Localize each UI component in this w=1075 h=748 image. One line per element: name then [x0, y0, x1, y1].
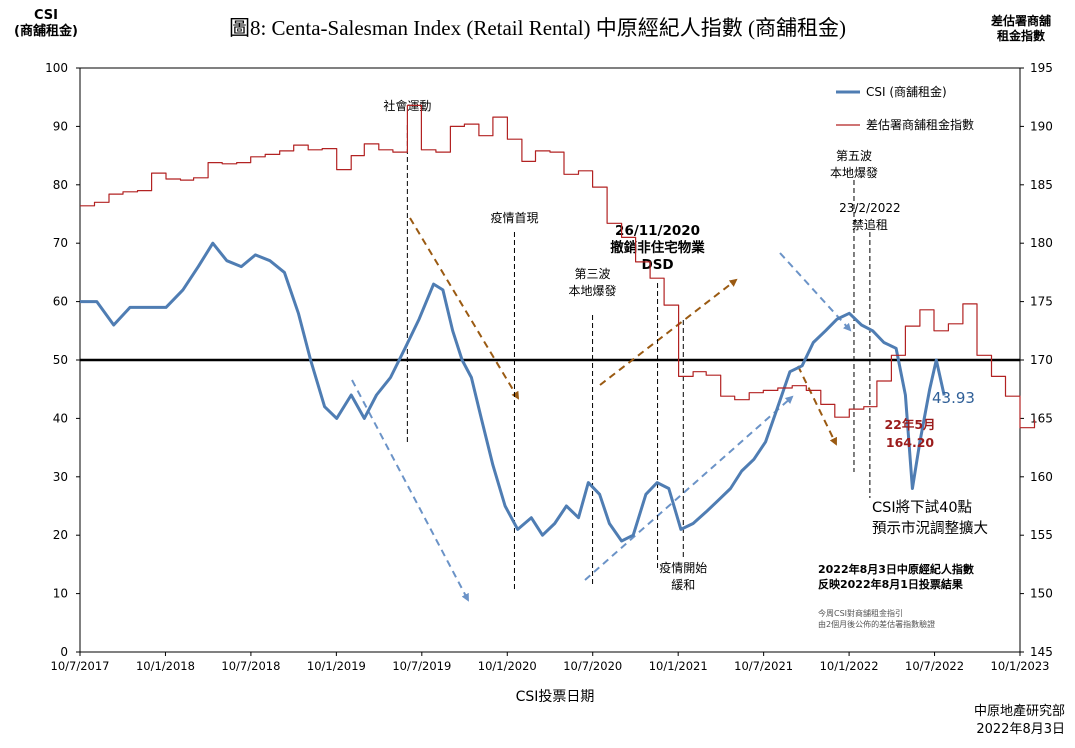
right-y-tick-label: 190 [1030, 119, 1053, 133]
event-label: 疫情開始 [659, 560, 707, 575]
left-y-tick-label: 10 [53, 587, 68, 601]
left-y-tick-label: 40 [53, 411, 68, 425]
left-y-tick-label: 50 [53, 353, 68, 367]
event-label: 緩和 [671, 578, 695, 592]
right-axis-header-line2: 租金指數 [996, 29, 1045, 43]
right-axis-header-line1: 差估署商舖 [990, 14, 1051, 28]
event-label: DSD [641, 257, 673, 273]
survey-date-note: 2022年8月3日中原經紀人指數 [818, 562, 974, 576]
chart-title: 圖8: Centa-Salesman Index (Retail Rental)… [228, 16, 847, 40]
right-y-tick-label: 160 [1030, 470, 1053, 484]
x-tick-label: 10/7/2020 [563, 659, 622, 673]
left-y-tick-label: 20 [53, 528, 68, 542]
x-tick-label: 10/1/2018 [136, 659, 195, 673]
left-axis-header-line2: (商舖租金) [14, 24, 78, 39]
trend-arrow [797, 365, 837, 446]
right-y-tick-label: 175 [1030, 295, 1053, 309]
event-label: 第五波 [836, 149, 872, 163]
rvd-latest-value: 164.20 [886, 435, 935, 450]
x-tick-label: 10/1/2019 [307, 659, 366, 673]
x-tick-label: 10/7/2017 [51, 659, 110, 673]
right-y-tick-label: 155 [1030, 528, 1053, 542]
left-y-tick-label: 30 [53, 470, 68, 484]
trend-arrow [584, 395, 794, 581]
method-note: 由2個月後公佈的差估署指數驗證 [818, 619, 935, 629]
event-label: 本地爆發 [569, 283, 617, 298]
survey-date-note: 反映2022年8月1日投票結果 [818, 577, 963, 591]
right-y-tick-label: 195 [1030, 61, 1053, 75]
rvd-month-label: 22年5月 [884, 417, 935, 432]
x-tick-label: 10/1/2020 [478, 659, 537, 673]
event-label: 疫情首現 [490, 210, 538, 225]
trend-arrow [351, 379, 469, 602]
left-axis-header: CSI (商舖租金) [6, 8, 86, 40]
left-y-tick-label: 60 [53, 295, 68, 309]
x-tick-label: 10/7/2021 [734, 659, 793, 673]
forecast-annotation: CSI將下試40點 [872, 499, 972, 516]
left-y-tick-label: 90 [53, 119, 68, 133]
csi-latest-value: 43.93 [932, 389, 975, 407]
right-y-tick-label: 145 [1030, 645, 1053, 659]
event-label: 26/11/2020 [615, 223, 700, 239]
event-label: 23/2/2022 [839, 201, 901, 215]
left-y-tick-label: 100 [45, 61, 68, 75]
left-y-tick-label: 80 [53, 178, 68, 192]
x-tick-label: 10/7/2018 [221, 659, 280, 673]
trend-arrow [599, 278, 738, 386]
csi-series-line [80, 241, 946, 543]
event-label: 禁追租 [852, 217, 888, 232]
legend-csi-label: CSI (商舖租金) [866, 84, 947, 99]
right-y-tick-label: 180 [1030, 236, 1053, 250]
event-label: 第三波 [575, 267, 611, 281]
left-axis-header-line1: CSI [34, 8, 58, 23]
event-label: 撤銷非住宅物業 [610, 239, 705, 256]
x-tick-label: 10/1/2021 [649, 659, 708, 673]
right-y-tick-label: 150 [1030, 587, 1053, 601]
footer-date: 2022年8月3日 [976, 722, 1065, 737]
method-note: 今周CSI對商舖租金指引 [818, 608, 903, 618]
footer-source: 中原地產研究部 [973, 704, 1065, 719]
left-y-tick-label: 70 [53, 236, 68, 250]
right-axis-header: 差估署商舖 租金指數 [975, 14, 1067, 44]
right-y-tick-label: 185 [1030, 178, 1053, 192]
x-tick-label: 10/1/2022 [820, 659, 879, 673]
event-label: 本地爆發 [830, 165, 878, 180]
forecast-annotation: 預示市況調整擴大 [872, 520, 988, 537]
legend-rvd-label: 差估署商舖租金指數 [866, 117, 974, 132]
x-tick-label: 10/7/2019 [392, 659, 451, 673]
x-tick-label: 10/7/2022 [905, 659, 964, 673]
trend-arrows [351, 217, 852, 602]
rvd-series-line [80, 104, 1036, 429]
right-y-tick-label: 170 [1030, 353, 1053, 367]
left-y-tick-label: 0 [60, 645, 68, 659]
trend-arrow [409, 217, 520, 400]
right-y-tick-label: 165 [1030, 411, 1053, 425]
x-axis-title: CSI投票日期 [515, 689, 595, 705]
x-tick-label: 10/1/2023 [991, 659, 1050, 673]
